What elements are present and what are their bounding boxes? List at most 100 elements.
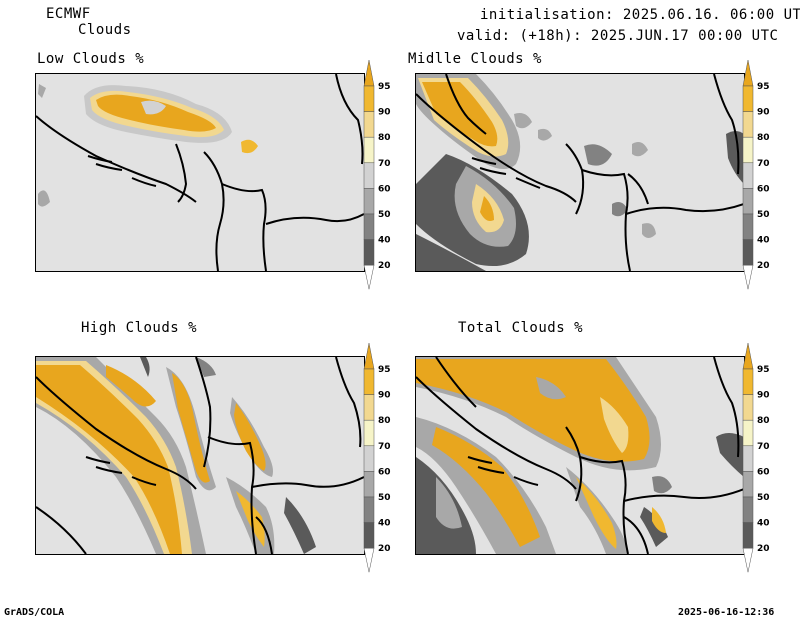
colorbar-segment — [363, 188, 375, 215]
panel-title-total: Total Clouds % — [458, 320, 584, 336]
colorbar-top-arrow — [363, 59, 375, 87]
colorbar-level-label: 80 — [378, 416, 391, 426]
colorbar-bottom-left: 95 90 80 70 60 50 40 20 — [363, 342, 403, 579]
colorbar-top-right: 95 90 80 70 60 50 40 20 — [742, 59, 782, 296]
colorbar-segment — [742, 188, 754, 215]
colorbar-segment — [742, 85, 754, 112]
colorbar-segment — [363, 213, 375, 240]
colorbar-level-label: 60 — [378, 467, 391, 477]
colorbar-segment — [363, 136, 375, 164]
colorbar-level-label: 95 — [378, 365, 391, 375]
colorbar-level-label: 50 — [378, 210, 391, 220]
colorbar-level-label: 80 — [757, 416, 770, 426]
colorbar-top-left: 95 90 80 70 60 50 40 20 — [363, 59, 403, 296]
colorbar-svg: 95 90 80 70 60 50 40 20 — [742, 342, 770, 573]
colorbar-level-label: 50 — [757, 210, 770, 220]
colorbar-segment — [742, 471, 754, 498]
colorbar-segment — [742, 111, 754, 138]
valid-time: valid: (+18h): 2025.JUN.17 00:00 UTC — [457, 28, 779, 44]
colorbar-segment — [742, 496, 754, 523]
colorbar-level-label: 70 — [378, 159, 391, 169]
colorbar-segment — [363, 445, 375, 472]
map-panel-total — [415, 356, 745, 555]
colorbar-level-label: 20 — [757, 261, 770, 271]
colorbar-segment — [363, 419, 375, 447]
footer-software: GrADS/COLA — [4, 607, 65, 618]
init-time: initialisation: 2025.06.16. 06:00 UTC — [480, 7, 800, 23]
borders — [416, 357, 744, 554]
colorbar-top-arrow — [742, 342, 754, 370]
colorbar-level-label: 90 — [757, 108, 770, 118]
colorbar-level-label: 70 — [757, 159, 770, 169]
colorbar-top-arrow — [742, 59, 754, 87]
colorbar-level-label: 80 — [757, 133, 770, 143]
colorbar-level-label: 95 — [757, 82, 770, 92]
colorbar-segment — [742, 394, 754, 421]
colorbar-segment — [742, 419, 754, 447]
colorbar-segment — [742, 522, 754, 549]
colorbar-level-label: 60 — [757, 467, 770, 477]
colorbar-segment — [363, 368, 375, 395]
borders — [416, 74, 744, 271]
colorbar-bottom-arrow — [363, 264, 375, 290]
colorbar-level-label: 50 — [757, 493, 770, 503]
cloud-fields — [416, 357, 744, 554]
colorbar-svg: 95 90 80 70 60 50 40 20 — [363, 59, 391, 290]
colorbar-segment — [363, 522, 375, 549]
colorbar-segment — [742, 239, 754, 266]
borders — [36, 74, 364, 271]
colorbar-segment — [363, 471, 375, 498]
colorbar-level-label: 90 — [757, 391, 770, 401]
colorbar-segment — [742, 162, 754, 189]
model-name: ECMWF — [46, 6, 91, 22]
colorbar-level-label: 80 — [378, 133, 391, 143]
colorbar-bottom-arrow — [363, 547, 375, 573]
colorbar-level-label: 70 — [378, 442, 391, 452]
colorbar-bottom-arrow — [742, 547, 754, 573]
map-panel-middle — [415, 73, 745, 272]
colorbar-level-label: 40 — [757, 519, 770, 529]
colorbar-segment — [742, 213, 754, 240]
map-panel-low — [35, 73, 365, 272]
colorbar-level-label: 95 — [378, 82, 391, 92]
colorbar-segment — [363, 394, 375, 421]
colorbar-level-label: 40 — [378, 236, 391, 246]
colorbar-segment — [363, 85, 375, 112]
colorbar-svg: 95 90 80 70 60 50 40 20 — [742, 59, 770, 290]
colorbar-level-label: 60 — [378, 184, 391, 194]
panel-title-middle: Midlle Clouds % — [408, 51, 542, 67]
colorbar-level-label: 70 — [757, 442, 770, 452]
footer-timestamp: 2025-06-16-12:36 — [678, 607, 775, 618]
panel-title-low: Low Clouds % — [37, 51, 145, 67]
map-low — [36, 74, 364, 271]
borders — [36, 357, 364, 554]
colorbar-top-arrow — [363, 342, 375, 370]
colorbar-level-label: 20 — [378, 544, 391, 554]
cloud-fields — [416, 74, 744, 271]
colorbar-segment — [363, 496, 375, 523]
colorbar-level-label: 95 — [757, 365, 770, 375]
colorbar-svg: 95 90 80 70 60 50 40 20 — [363, 342, 391, 573]
colorbar-level-label: 90 — [378, 108, 391, 118]
colorbar-bottom-arrow — [742, 264, 754, 290]
colorbar-bottom-right: 95 90 80 70 60 50 40 20 — [742, 342, 782, 579]
map-middle — [416, 74, 744, 271]
colorbar-segment — [742, 368, 754, 395]
colorbar-level-label: 20 — [757, 544, 770, 554]
cloud-fields — [36, 357, 316, 554]
colorbar-level-label: 40 — [757, 236, 770, 246]
colorbar-segment — [363, 162, 375, 189]
colorbar-segment — [742, 136, 754, 164]
colorbar-segment — [742, 445, 754, 472]
colorbar-level-label: 60 — [757, 184, 770, 194]
map-panel-high — [35, 356, 365, 555]
colorbar-level-label: 40 — [378, 519, 391, 529]
colorbar-level-label: 50 — [378, 493, 391, 503]
colorbar-segment — [363, 111, 375, 138]
map-high — [36, 357, 364, 554]
map-total — [416, 357, 744, 554]
panel-title-high: High Clouds % — [81, 320, 198, 336]
colorbar-level-label: 90 — [378, 391, 391, 401]
parameter-name: Clouds — [78, 22, 132, 38]
colorbar-level-label: 20 — [378, 261, 391, 271]
